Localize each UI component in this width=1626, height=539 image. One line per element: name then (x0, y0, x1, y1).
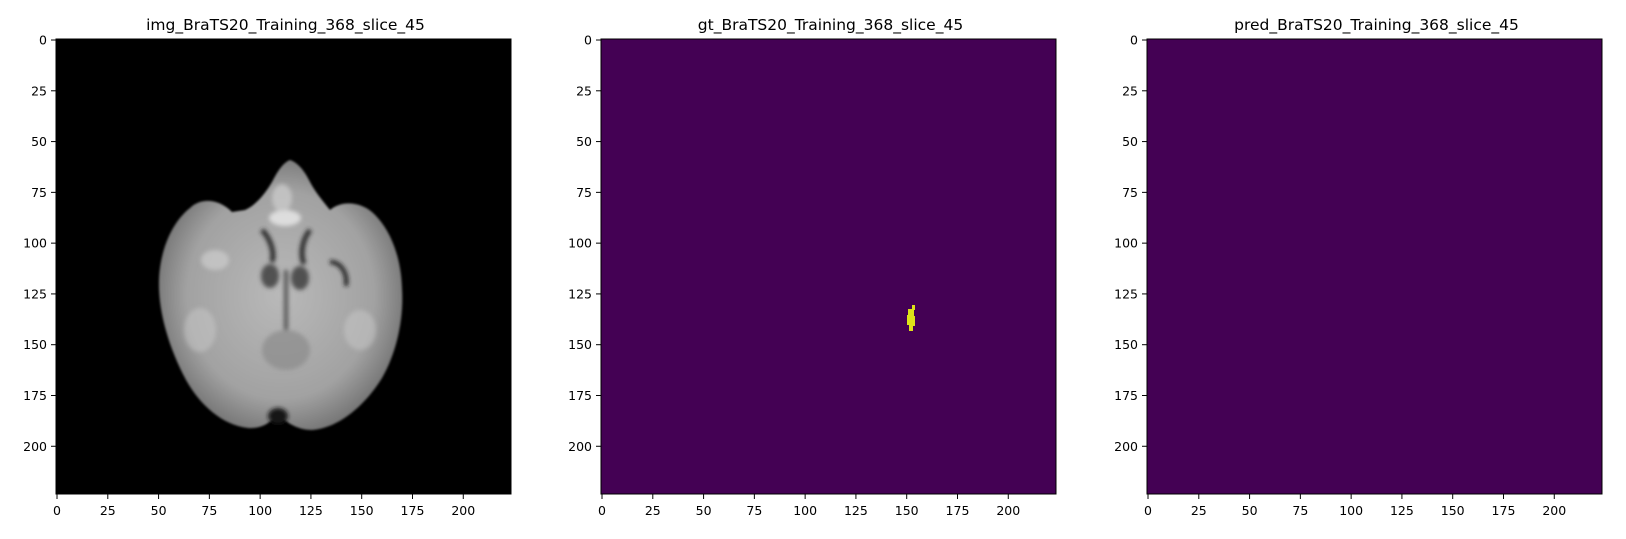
x-tick-label: 150 (1441, 503, 1465, 518)
x-tick-label: 75 (201, 503, 217, 518)
panel-title-pred: pred_BraTS20_Training_368_slice_45 (1234, 16, 1519, 34)
y-tick-label: 75 (1122, 185, 1138, 200)
x-tick-label: 150 (350, 503, 374, 518)
y-tick-label: 175 (23, 388, 47, 403)
x-tick-label: 50 (696, 503, 712, 518)
y-tick-label: 200 (568, 439, 592, 454)
y-tick-label: 25 (1122, 83, 1138, 98)
tumor-mask-region (907, 305, 915, 331)
y-tick-label: 150 (568, 337, 592, 352)
y-tick-label: 0 (584, 33, 592, 48)
y-tick-label: 125 (23, 286, 47, 301)
y-tick-label: 75 (576, 185, 592, 200)
y-axis-gt: 0 25 50 75 100 125 150 175 200 (568, 33, 601, 454)
axes-gt: 0 25 50 75 100 125 150 175 200 0 25 50 75 100 125 150 1… (568, 33, 1057, 518)
y-tick-label: 75 (31, 185, 47, 200)
x-tick-label: 100 (1339, 503, 1363, 518)
x-tick-label: 150 (895, 503, 919, 518)
y-tick-label: 125 (1114, 286, 1138, 301)
y-tick-label: 0 (1130, 33, 1138, 48)
x-tick-label: 50 (1242, 503, 1258, 518)
brain-image (158, 160, 403, 430)
x-tick-label: 125 (1390, 503, 1414, 518)
mask-background-pred (1147, 39, 1602, 494)
x-tick-label: 100 (793, 503, 817, 518)
y-tick-label: 200 (1114, 439, 1138, 454)
x-tick-label: 0 (1144, 503, 1152, 518)
x-tick-label: 75 (1292, 503, 1308, 518)
x-tick-label: 125 (299, 503, 323, 518)
x-tick-label: 125 (844, 503, 868, 518)
x-axis-gt: 0 25 50 75 100 125 150 175 200 (598, 494, 1020, 518)
x-tick-label: 75 (746, 503, 762, 518)
axes-img: 0 25 50 75 100 125 150 175 200 0 25 50 75 100 125 150 1… (23, 33, 512, 518)
y-tick-label: 0 (39, 33, 47, 48)
x-tick-label: 100 (248, 503, 272, 518)
x-tick-label: 175 (946, 503, 970, 518)
y-tick-label: 200 (23, 439, 47, 454)
panel-title-gt: gt_BraTS20_Training_368_slice_45 (697, 16, 964, 34)
x-tick-label: 50 (151, 503, 167, 518)
x-tick-label: 200 (451, 503, 475, 518)
y-tick-label: 150 (1114, 337, 1138, 352)
x-tick-label: 25 (645, 503, 661, 518)
x-tick-label: 200 (996, 503, 1020, 518)
x-tick-label: 0 (53, 503, 61, 518)
y-tick-label: 150 (23, 337, 47, 352)
y-tick-label: 100 (23, 236, 47, 251)
y-tick-label: 175 (1114, 388, 1138, 403)
mask-background-gt (601, 39, 1056, 494)
panel-title-img: img_BraTS20_Training_368_slice_45 (146, 16, 425, 34)
y-tick-label: 50 (31, 134, 47, 149)
x-axis-img: 0 25 50 75 100 125 150 175 200 (53, 494, 475, 518)
y-tick-label: 50 (1122, 134, 1138, 149)
y-tick-label: 100 (1114, 236, 1138, 251)
panel-gt: gt_BraTS20_Training_368_slice_45 0 25 50 75… (545, 0, 1072, 539)
y-tick-label: 25 (31, 83, 47, 98)
axes-pred: 0 25 50 75 100 125 150 175 200 0 25 50 75 100 125 150 1… (1114, 33, 1603, 518)
y-axis-pred: 0 25 50 75 100 125 150 175 200 (1114, 33, 1147, 454)
x-tick-label: 200 (1542, 503, 1566, 518)
y-tick-label: 50 (576, 134, 592, 149)
x-tick-label: 25 (100, 503, 116, 518)
y-tick-label: 25 (576, 83, 592, 98)
panel-img: img_BraTS20_Training_368_slice_45 (0, 0, 527, 539)
x-tick-label: 0 (598, 503, 606, 518)
panel-pred: pred_BraTS20_Training_368_slice_45 0 25 50… (1091, 0, 1618, 539)
x-tick-label: 175 (1492, 503, 1516, 518)
y-tick-label: 100 (568, 236, 592, 251)
y-tick-label: 125 (568, 286, 592, 301)
y-tick-label: 175 (568, 388, 592, 403)
x-axis-pred: 0 25 50 75 100 125 150 175 200 (1144, 494, 1566, 518)
x-tick-label: 175 (401, 503, 425, 518)
x-tick-label: 25 (1191, 503, 1207, 518)
y-axis-img: 0 25 50 75 100 125 150 175 200 (23, 33, 56, 454)
